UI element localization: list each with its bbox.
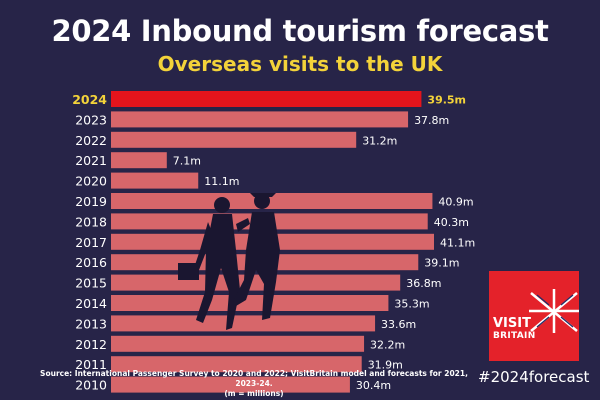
- category-label: 2012: [75, 337, 107, 352]
- units-note: (m = millions): [224, 389, 284, 398]
- category-label: 2023: [75, 112, 107, 127]
- category-label: 2020: [75, 174, 107, 189]
- category-label: 2014: [75, 296, 107, 311]
- category-label: 2011: [75, 357, 107, 372]
- bar: [111, 335, 365, 352]
- union-flag-icon: [529, 289, 579, 333]
- value-label: 31.9m: [368, 359, 403, 372]
- category-label: 2016: [75, 255, 107, 270]
- source-note: Source: International Passenger Survey t…: [34, 369, 474, 399]
- bar: [111, 295, 389, 311]
- bar: [111, 152, 167, 169]
- category-label: 2013: [75, 316, 107, 331]
- category-label: 2010: [75, 378, 107, 393]
- category-label: 2024: [72, 92, 107, 107]
- bar: [111, 111, 409, 128]
- value-label: 40.3m: [434, 216, 469, 229]
- bar: [111, 315, 376, 332]
- value-label: 35.3m: [394, 298, 429, 311]
- logo-britain-text: BRITAIN: [493, 331, 536, 341]
- value-label: 40.9m: [438, 196, 473, 209]
- category-label: 2019: [75, 194, 107, 209]
- value-label: 36.8m: [406, 277, 441, 290]
- value-label: 30.4m: [356, 379, 391, 392]
- bar: [111, 172, 199, 189]
- travellers-silhouette-icon: [178, 193, 280, 330]
- logo-visit-text: VISIT: [493, 316, 531, 331]
- source-text: Source: International Passenger Survey t…: [40, 369, 468, 388]
- value-label: 37.8m: [414, 114, 449, 127]
- value-label: 32.2m: [370, 338, 405, 351]
- chart-subtitle: Overseas visits to the UK: [157, 52, 443, 76]
- category-label: 2022: [75, 133, 107, 148]
- bar: [111, 376, 350, 393]
- category-label: 2015: [75, 276, 107, 291]
- bar: [111, 131, 357, 148]
- category-label: 2017: [75, 235, 107, 250]
- value-label: 31.2m: [362, 134, 397, 147]
- category-label: 2021: [75, 153, 107, 168]
- visitbritain-logo: VISIT BRITAIN: [489, 271, 579, 361]
- value-label: 7.1m: [173, 155, 201, 168]
- value-label: 39.1m: [424, 257, 459, 270]
- category-label: 2018: [75, 214, 107, 229]
- value-label: 41.1m: [440, 236, 475, 249]
- bar: [111, 274, 401, 291]
- value-label: 33.6m: [381, 318, 416, 331]
- hashtag: #2024forecast: [478, 368, 590, 386]
- bar: [111, 193, 433, 209]
- bar: [111, 91, 422, 107]
- bar: [111, 356, 362, 373]
- chart-title: 2024 Inbound tourism forecast: [51, 14, 549, 48]
- value-label: 11.1m: [204, 175, 239, 188]
- value-label: 39.5m: [427, 94, 466, 107]
